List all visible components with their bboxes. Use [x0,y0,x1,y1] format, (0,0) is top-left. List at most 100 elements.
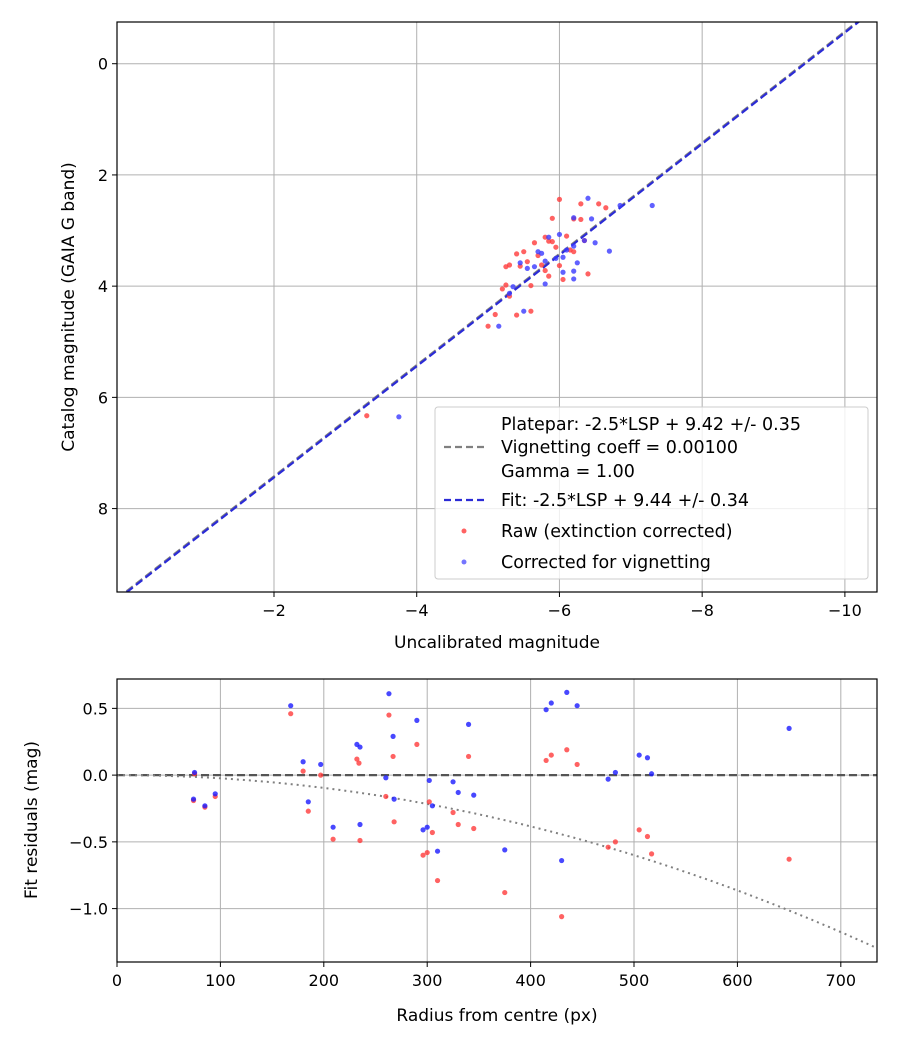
raw-point [434,877,441,884]
corrected-point [543,707,549,713]
corrected-point [564,689,570,695]
corrected-point [521,308,527,314]
corrected-point [386,691,392,697]
x-tick-label: −4 [405,601,429,620]
raw-point [549,239,555,245]
corrected-point [414,717,420,723]
corrected-point [548,700,554,706]
raw-point [596,201,602,207]
raw-point [465,753,472,760]
bottom-grid [116,679,877,962]
raw-point [305,808,311,814]
corrected-point [420,827,426,833]
corrected-point [786,725,792,731]
legend-gamma-text: Gamma = 1.00 [501,462,635,482]
corrected-point [542,258,548,264]
y-tick-label: 8 [98,500,108,519]
corrected-point [391,796,397,802]
corrected-point [581,237,588,244]
raw-point [390,753,396,760]
corrected-point [571,243,577,249]
y-tick-label: −1.0 [69,900,108,919]
raw-point [543,757,549,764]
fit-line [125,22,861,592]
corrected-point [648,771,655,777]
raw-point [549,215,555,221]
raw-point [603,205,609,211]
raw-point [356,760,362,766]
legend-fit-text: Fit: -2.5*LSP + 9.44 +/- 0.34 [501,491,749,511]
corrected-point [396,414,402,420]
raw-point [585,271,591,277]
raw-point [420,852,426,858]
raw-point [386,712,392,718]
raw-point [450,809,456,816]
corrected-point [592,240,598,246]
corrected-point [288,703,294,709]
raw-point [424,849,430,856]
y-tick-label: −0.5 [69,833,108,852]
raw-point [542,234,548,240]
raw-point [485,323,491,329]
raw-point [414,741,420,748]
raw-point [539,262,545,268]
raw-point [546,273,552,279]
corrected-point [434,848,441,854]
legend-vignetting-text: Vignetting coeff = 0.00100 [501,438,738,458]
x-tick-label: 400 [515,971,546,990]
corrected-point [424,824,430,830]
y-tick-label: 4 [98,277,108,296]
raw-point [556,196,563,202]
corrected-point [560,269,566,275]
corrected-point [502,847,508,853]
raw-point [502,889,508,896]
x-tick-label: −10 [828,601,862,620]
corrected-point [212,791,218,797]
raw-point [528,308,534,314]
raw-point [300,768,306,774]
corrected-point [390,733,396,740]
raw-point [524,259,530,265]
corrected-point [605,776,611,782]
legend-corrected-marker [461,559,467,565]
corrected-point [644,755,651,761]
top-points [364,195,655,420]
corrected-point [574,703,580,709]
corrected-point [357,744,363,750]
top-fit-lines [123,22,861,592]
x-tick-label: −6 [548,601,572,620]
corrected-point [455,789,461,796]
corrected-point [305,799,311,805]
corrected-point [560,254,566,260]
raw-point [563,233,570,239]
raw-point [644,833,651,840]
corrected-point [571,215,577,221]
corrected-point [517,260,523,266]
legend-corrected-text: Corrected for vignetting [501,553,711,573]
vignetting-curve [117,774,877,950]
bottom-points [190,689,792,920]
x-tick-label: 200 [309,971,340,990]
corrected-point [330,824,336,830]
raw-point [612,839,618,845]
raw-point [514,251,520,257]
corrected-point [429,803,435,809]
corrected-point [649,202,655,209]
top-ticks: −2 −4 −6 −8 −10 0 2 4 6 8 [98,55,862,620]
corrected-point [574,260,580,266]
y-tick-label: 0 [98,55,108,74]
corrected-point [510,284,516,290]
corrected-point [617,202,623,209]
raw-point [364,413,370,419]
raw-point [288,711,294,717]
corrected-point [524,265,530,271]
raw-point [574,761,580,768]
corrected-point [450,779,456,785]
top-xlabel: Uncalibrated magnitude [394,633,600,653]
corrected-point [426,777,432,784]
raw-point [786,856,792,862]
raw-point [354,756,360,762]
legend-box [434,406,869,580]
